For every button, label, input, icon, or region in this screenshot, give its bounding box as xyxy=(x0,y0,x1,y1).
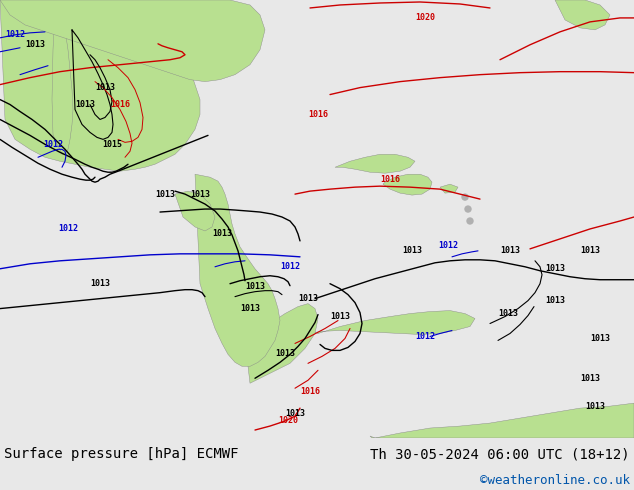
Text: 1013: 1013 xyxy=(580,246,600,255)
Text: 1013: 1013 xyxy=(330,312,350,321)
Text: 1012: 1012 xyxy=(280,262,300,271)
Text: 1013: 1013 xyxy=(245,282,265,291)
Polygon shape xyxy=(335,154,415,173)
Text: 1012: 1012 xyxy=(5,30,25,39)
Text: 1012: 1012 xyxy=(43,140,63,149)
Polygon shape xyxy=(195,174,280,367)
Text: 1013: 1013 xyxy=(545,264,565,273)
Circle shape xyxy=(462,194,468,200)
Text: 1016: 1016 xyxy=(380,174,400,184)
Polygon shape xyxy=(52,5,73,154)
Text: 1020: 1020 xyxy=(278,416,298,424)
Circle shape xyxy=(467,218,473,224)
Text: 1013: 1013 xyxy=(95,83,115,92)
Polygon shape xyxy=(383,174,432,195)
Polygon shape xyxy=(440,184,458,193)
Text: ©weatheronline.co.uk: ©weatheronline.co.uk xyxy=(480,473,630,487)
Text: 1013: 1013 xyxy=(580,374,600,383)
Text: 1012: 1012 xyxy=(415,332,435,341)
Polygon shape xyxy=(0,0,200,171)
Text: 1013: 1013 xyxy=(212,229,232,239)
Text: 1013: 1013 xyxy=(155,190,175,198)
Text: Th 30-05-2024 06:00 UTC (18+12): Th 30-05-2024 06:00 UTC (18+12) xyxy=(370,447,630,461)
Text: 1013: 1013 xyxy=(500,246,520,255)
Polygon shape xyxy=(245,304,318,383)
Text: Surface pressure [hPa] ECMWF: Surface pressure [hPa] ECMWF xyxy=(4,447,238,461)
Text: 1013: 1013 xyxy=(585,402,605,411)
Text: 1013: 1013 xyxy=(75,100,95,109)
Circle shape xyxy=(465,206,471,212)
Text: 1015: 1015 xyxy=(102,140,122,149)
Text: 1016: 1016 xyxy=(308,110,328,119)
Text: 1012: 1012 xyxy=(438,242,458,250)
Text: 1013: 1013 xyxy=(590,334,610,343)
Polygon shape xyxy=(175,191,215,231)
Text: 1016: 1016 xyxy=(110,100,130,109)
Text: 1012: 1012 xyxy=(58,224,78,233)
Text: 1013: 1013 xyxy=(25,40,45,49)
Text: 1013: 1013 xyxy=(545,296,565,305)
Polygon shape xyxy=(370,403,634,438)
Text: 1013: 1013 xyxy=(190,190,210,198)
Text: 1013: 1013 xyxy=(240,304,260,313)
Text: 1013: 1013 xyxy=(275,349,295,358)
Text: 1013: 1013 xyxy=(402,246,422,255)
Polygon shape xyxy=(0,0,265,82)
Text: 1013: 1013 xyxy=(90,279,110,288)
Text: 1013: 1013 xyxy=(298,294,318,303)
Polygon shape xyxy=(315,311,475,335)
Text: 1020: 1020 xyxy=(415,13,435,23)
Text: 1013: 1013 xyxy=(285,409,305,417)
Text: 1016: 1016 xyxy=(300,387,320,396)
Polygon shape xyxy=(555,0,610,30)
Text: 1013: 1013 xyxy=(498,309,518,318)
